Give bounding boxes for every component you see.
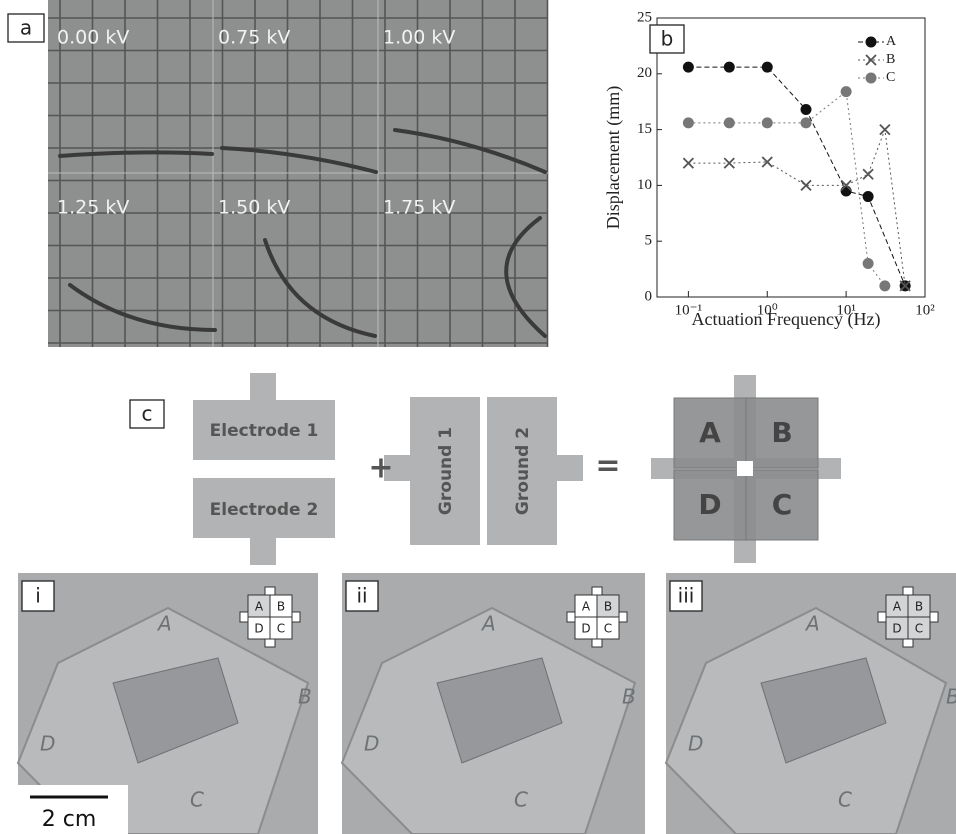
electrode-tab xyxy=(250,537,276,565)
plot-frame xyxy=(657,18,925,297)
board-letter: B xyxy=(622,685,636,709)
series-line xyxy=(688,92,884,286)
panel-label: c xyxy=(142,402,153,426)
quadrant-label: B xyxy=(771,416,792,449)
y-tick-label: 25 xyxy=(637,9,652,25)
marker xyxy=(801,180,811,190)
board-letter: D xyxy=(40,732,55,756)
panel-label: iii xyxy=(678,584,695,608)
marker xyxy=(801,117,812,128)
inset-label: C xyxy=(915,622,923,636)
frame-label: 1.75 kV xyxy=(383,197,455,219)
board-letter: C xyxy=(190,788,204,812)
board-letter: B xyxy=(298,685,312,709)
y-tick-label: 10 xyxy=(637,177,652,193)
quadrant-label: A xyxy=(699,416,721,449)
figure: 0.00 kV 0.75 kV 1.00 kV 1.25 kV 1.50 kV 1.75 … xyxy=(0,0,956,834)
marker xyxy=(841,185,852,196)
board-letter: C xyxy=(514,788,528,812)
ground-tab xyxy=(556,455,583,481)
series-line xyxy=(688,67,905,286)
frame-label: 1.25 kV xyxy=(57,197,129,219)
inset-label: A xyxy=(255,600,264,614)
inset-label: B xyxy=(915,600,923,614)
legend-label: B xyxy=(886,52,895,67)
quadrant-label: C xyxy=(772,488,793,521)
panel-label: i xyxy=(35,584,41,608)
inset-label: B xyxy=(604,600,612,614)
operator: = xyxy=(595,449,620,484)
board-letter: D xyxy=(364,732,379,756)
x-tick-label: 10² xyxy=(915,302,935,318)
inset-label: C xyxy=(604,622,612,636)
marker xyxy=(762,117,773,128)
marker xyxy=(863,169,873,179)
frame-label: 0.00 kV xyxy=(57,27,129,49)
inset-label: D xyxy=(254,622,263,636)
panel-label: ii xyxy=(356,584,367,608)
ground-label: Ground 2 xyxy=(513,427,533,515)
board-letter: A xyxy=(156,612,172,636)
ground-label: Ground 1 xyxy=(436,427,456,515)
marker xyxy=(879,280,890,291)
marker xyxy=(724,62,735,73)
inset-label: D xyxy=(892,622,901,636)
board-letter: C xyxy=(838,788,852,812)
legend-label: A xyxy=(886,34,897,49)
panel-label: a xyxy=(20,16,32,40)
board-letter: D xyxy=(688,732,703,756)
y-tick-label: 5 xyxy=(645,233,653,249)
y-tick-label: 20 xyxy=(637,65,652,81)
legend-label: C xyxy=(886,70,895,85)
scale-bar-label: 2 cm xyxy=(42,807,97,832)
marker xyxy=(841,86,852,97)
marker xyxy=(863,258,874,269)
marker xyxy=(724,158,734,168)
inset-label: D xyxy=(581,622,590,636)
marker xyxy=(762,62,773,73)
inset-label: B xyxy=(277,600,285,614)
quadrant-label: D xyxy=(698,488,721,521)
inset-label: C xyxy=(277,622,285,636)
marker xyxy=(683,158,693,168)
x-axis-label: Actuation Frequency (Hz) xyxy=(692,309,881,330)
frame-label: 0.75 kV xyxy=(218,27,290,49)
electrode-label: Electrode 2 xyxy=(210,500,319,520)
y-tick-label: 0 xyxy=(645,288,653,304)
y-axis-label: Displacement (mm) xyxy=(603,86,624,229)
marker xyxy=(863,191,874,202)
y-tick-label: 15 xyxy=(637,121,652,137)
legend-marker xyxy=(866,37,877,48)
board-letter: B xyxy=(946,685,956,709)
marker xyxy=(724,117,735,128)
legend-marker xyxy=(866,73,877,84)
electrode-tab xyxy=(250,373,276,401)
marker xyxy=(801,104,812,115)
frame-label: 1.00 kV xyxy=(383,27,455,49)
panel-label: b xyxy=(661,27,674,51)
inset-label: A xyxy=(582,600,591,614)
marker xyxy=(683,117,694,128)
frame-label: 1.50 kV xyxy=(218,197,290,219)
inset-label: A xyxy=(893,600,902,614)
board-letter: A xyxy=(480,612,496,636)
electrode-label: Electrode 1 xyxy=(210,421,319,441)
board-letter: A xyxy=(804,612,820,636)
marker xyxy=(683,62,694,73)
center-gap xyxy=(737,461,753,476)
operator: + xyxy=(368,451,393,486)
